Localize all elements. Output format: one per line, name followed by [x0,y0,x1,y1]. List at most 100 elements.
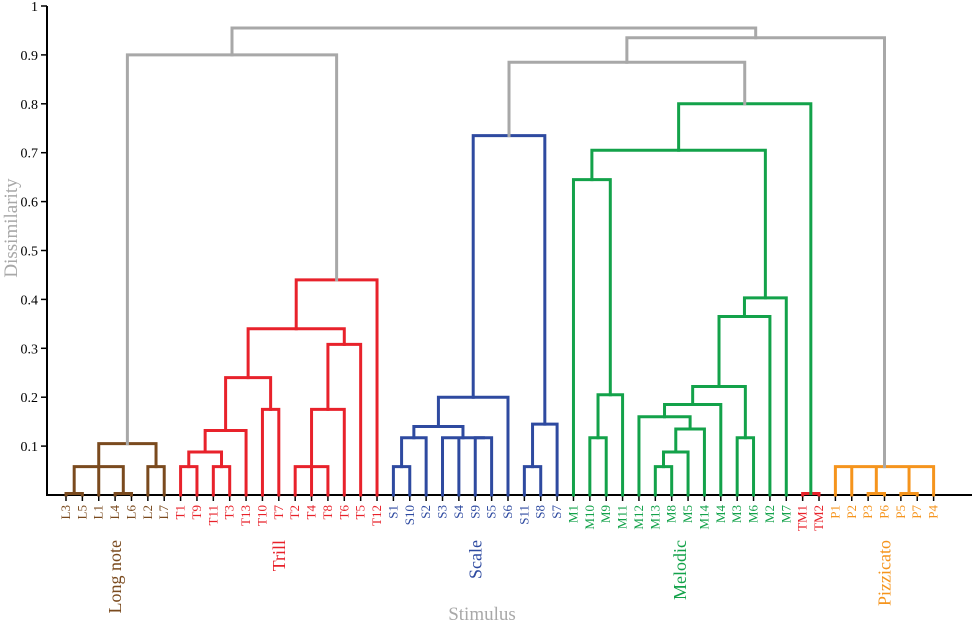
leaf-label: M2 [762,505,777,523]
leaf-label: T12 [369,505,384,526]
dendrogram-link [507,60,747,138]
leaf-label: T7 [271,505,286,520]
leaf-label: T2 [287,505,302,519]
dendrogram-link [203,428,248,497]
leaf-label: P7 [909,505,924,519]
dendrogram-link [412,425,465,440]
dendrogram-link [97,442,158,469]
leaf-label: L2 [140,505,155,519]
group-label: Pizzicato [875,540,895,606]
dendrogram-link [294,278,379,497]
leaf-label: P3 [860,505,875,519]
group-label: Melodic [670,540,690,600]
dendrogram-link [742,296,788,497]
leaf-label: L6 [123,505,138,520]
leaf-label: M3 [729,505,744,523]
dendrogram-link [531,422,559,497]
leaf-label: P5 [893,505,908,519]
dendrogram-link [179,465,199,497]
leaf-label: M13 [647,505,662,530]
dendrogram-link [735,436,756,497]
leaf-label: T1 [173,505,188,519]
dendrogram-link [293,465,330,497]
leaf-label: S2 [418,505,433,519]
dendrogram-link [833,465,936,497]
leaf-label: T11 [205,505,220,525]
leaf-label: T10 [254,505,269,526]
y-tick-label: 0.6 [21,196,39,211]
leaf-label: M7 [778,505,793,524]
leaf-label: TM2 [811,505,826,531]
dendrogram-link [146,465,166,497]
leaf-label: L1 [91,505,106,519]
y-ticks: 0.1 0.2 0.3 0.4 0.5 0.6 0.7 0.8 0.9 1 [21,0,935,501]
dendrogram-link [260,407,281,497]
group-labels: Long note Trill Scale Melodic Pizzicato [105,540,894,614]
dendrogram-link [125,53,339,446]
y-tick-label: 0.4 [21,293,39,308]
leaf-label: M14 [696,505,711,530]
dendrogram-link [391,465,412,497]
y-tick-label: 0.5 [21,245,39,260]
leaf-label: S10 [402,505,417,525]
leaf-label: M8 [664,505,679,523]
leaf-label: L4 [107,505,122,520]
leaf-label: S5 [484,505,499,519]
dendrogram-link [441,436,485,497]
dendrogram-link [473,436,494,497]
dendrogram-link [436,395,510,497]
leaf-label: M1 [565,505,580,523]
leaf-label: S8 [533,505,548,519]
leaf-label: T3 [222,505,237,519]
leaf-label: M4 [713,505,728,524]
x-axis-title: Stimulus [448,604,516,625]
dendrogram-link [522,465,543,497]
leaf-label: T6 [336,505,351,520]
leaf-label: L7 [156,505,171,520]
leaf-label: P1 [827,505,842,519]
dendrogram-link [72,465,125,497]
leaf-label: M11 [615,505,630,529]
dendrogram-link [653,465,674,497]
y-tick-label: 0.9 [21,49,39,64]
leaf-label: M9 [598,505,613,523]
leaf-label: T13 [238,505,253,526]
dendrogram-link [187,450,224,469]
leaf-label: T8 [320,505,335,519]
leaf-label: M12 [631,505,646,530]
y-tick-label: 0.2 [21,391,39,406]
y-tick-label: 0.1 [21,440,39,455]
leaf-label: M5 [680,505,695,523]
dendrogram-link [230,26,758,57]
group-label: Trill [269,540,289,571]
leaf-label: T4 [304,505,319,520]
leaf-label: P6 [877,505,892,519]
y-tick-label: 1 [31,0,38,15]
leaf-label: S9 [467,505,482,519]
leaf-label: M10 [582,505,597,530]
leaf-label: L3 [58,505,73,519]
group-label: Long note [105,540,125,614]
leaf-label: S1 [385,505,400,519]
leaf-label: P4 [926,505,941,519]
leaf-label: T9 [189,505,204,519]
leaf-label: L5 [74,505,89,519]
leaf-label: S11 [516,505,531,525]
leaf-label: S7 [549,505,564,519]
y-tick-label: 0.3 [21,342,39,357]
dendrogram-link [662,450,690,497]
leaf-label: S3 [435,505,450,519]
dendrogram-links [64,26,936,497]
y-tick-label: 0.7 [21,147,39,162]
leaf-labels: L3 L5 L1 L4 L6 L2 L7 T1 T9 T11 T3 T13 T10 T7 T2 T4 T8 T6 T… [58,505,941,531]
leaf-label: S4 [451,505,466,519]
leaf-label: S6 [500,505,515,519]
dendrogram-link [471,134,547,426]
dendrogram-link [596,393,625,497]
leaf-label: T5 [353,505,368,519]
dendrogram-link [590,148,767,300]
leaf-label: P2 [844,505,859,519]
y-tick-label: 0.8 [21,98,39,113]
leaf-label: TM1 [795,505,810,531]
